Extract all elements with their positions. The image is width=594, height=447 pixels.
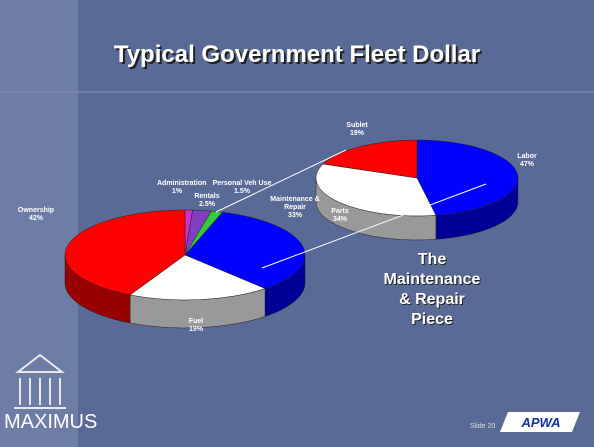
pie-slice (184, 211, 306, 289)
slice-name: Ownership (17, 207, 55, 214)
building-icon (14, 353, 66, 409)
pie-slice (315, 163, 437, 217)
callout-line: Piece (411, 311, 453, 328)
pie-slice (322, 139, 418, 179)
slice-label: Administration 1% (157, 180, 207, 196)
callout-line: The (417, 251, 447, 268)
slice-name: Personal Veh Use (212, 180, 272, 187)
callout: The Maintenance & Repair Piece (362, 250, 502, 330)
slice-label: Maintenance & Repair 33% (265, 196, 325, 220)
slice-label: Personal Veh Use 1.5% (212, 180, 272, 196)
pie-slice (416, 139, 519, 216)
slice-label: Parts 34% (325, 208, 355, 224)
pie-slice (64, 209, 186, 296)
slice-name: Maintenance & Repair (270, 196, 320, 211)
slice-label: Sublet 19% (342, 122, 372, 138)
slice-label: Rentals 2.5% (192, 193, 222, 209)
slice-name: Labor (517, 153, 537, 160)
partner-logo: APWA (521, 415, 561, 430)
callout-line: & Repair (399, 291, 465, 308)
slice-value: 2.5% (199, 201, 215, 208)
connector (261, 183, 487, 269)
pies (64, 139, 519, 329)
slice-value: 34% (332, 216, 347, 223)
slice-name: Rentals (194, 193, 220, 200)
slice-label: Ownership 42% (16, 207, 56, 223)
slice-value: 19% (188, 326, 203, 333)
callout-line: Maintenance (383, 271, 481, 288)
slice-value: 1.5% (234, 188, 250, 195)
partner-logo-bg (500, 412, 580, 432)
slice-value: 47% (519, 161, 534, 168)
slice-label: Labor 47% (512, 153, 542, 169)
title-shadow: Typical Government Fleet Dollar (116, 43, 482, 70)
slice-value: 1% (171, 188, 183, 195)
slice-value: 19% (349, 130, 364, 137)
slice-value: 42% (28, 215, 43, 222)
company-logo: MAXIMUS (4, 411, 97, 433)
slice-name: Sublet (346, 122, 368, 129)
slice-value: 33% (287, 212, 302, 219)
slide-number: Slide 20 (470, 423, 495, 430)
connector (215, 149, 347, 213)
slice-label: Fuel 19% (181, 318, 211, 334)
slice-name: Administration (157, 180, 207, 187)
pie-slice (129, 254, 266, 301)
slice-name: Fuel (188, 318, 204, 325)
slide-title: Typical Government Fleet Dollar (114, 41, 480, 68)
slice-name: Parts (331, 208, 349, 215)
